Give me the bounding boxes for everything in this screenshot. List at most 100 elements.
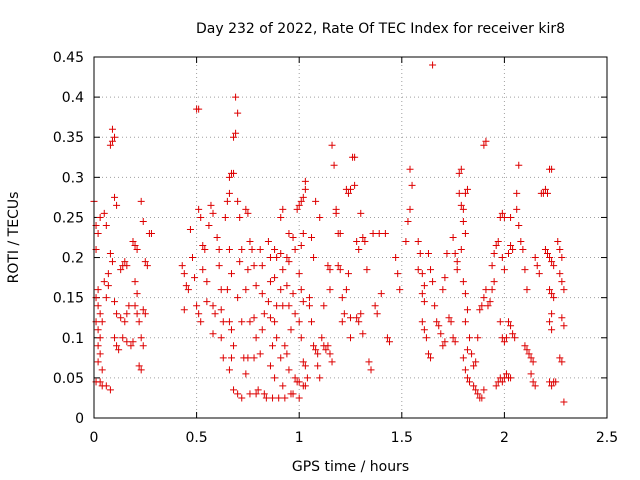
data-point <box>535 270 543 278</box>
data-point <box>515 161 523 169</box>
data-point <box>108 258 116 266</box>
data-point <box>230 342 238 350</box>
data-point <box>359 234 367 241</box>
data-point <box>115 346 123 354</box>
data-point <box>209 330 217 338</box>
data-point <box>264 238 272 246</box>
data-point <box>273 254 281 262</box>
data-point <box>104 282 112 290</box>
data-point <box>178 262 186 270</box>
data-point <box>548 326 556 334</box>
data-point <box>252 282 260 290</box>
data-point <box>455 189 463 197</box>
data-point <box>271 318 279 326</box>
data-point <box>236 258 244 266</box>
data-point <box>420 326 428 334</box>
data-point <box>133 246 141 254</box>
data-point <box>299 193 307 201</box>
data-point <box>141 310 149 318</box>
data-point <box>375 229 383 237</box>
data-point <box>457 246 465 254</box>
data-point <box>98 318 106 326</box>
data-point <box>94 302 102 310</box>
data-point <box>195 310 203 318</box>
y-tick-label: 0.4 <box>62 90 84 106</box>
data-point <box>359 330 367 338</box>
data-point <box>123 262 131 270</box>
data-point <box>201 246 209 254</box>
data-point <box>543 189 551 197</box>
data-point <box>463 185 471 193</box>
data-point <box>457 201 465 209</box>
x-tick-label: 0.5 <box>185 430 207 446</box>
data-point <box>461 366 469 374</box>
data-point <box>266 314 274 322</box>
data-point <box>135 318 143 326</box>
data-point <box>223 197 231 205</box>
data-point <box>420 282 428 290</box>
data-point <box>297 197 305 205</box>
y-tick-label: 0.25 <box>53 210 84 226</box>
data-point <box>546 318 554 326</box>
data-point <box>94 342 102 350</box>
data-point <box>342 286 350 294</box>
data-point <box>480 141 488 149</box>
data-point <box>197 213 205 221</box>
data-point <box>297 286 305 294</box>
data-point <box>472 358 480 366</box>
data-point <box>369 229 377 237</box>
data-point <box>230 169 238 177</box>
data-point <box>324 262 332 270</box>
data-point <box>558 254 566 262</box>
y-tick-label: 0 <box>75 411 84 427</box>
data-point <box>316 374 324 382</box>
data-point <box>498 378 506 386</box>
data-point <box>102 221 110 229</box>
data-point <box>244 266 252 274</box>
data-point <box>252 334 260 342</box>
data-point <box>330 161 338 169</box>
y-tick-label: 0.05 <box>53 371 84 387</box>
data-point <box>381 229 389 237</box>
data-point <box>347 314 354 322</box>
y-tick-label: 0.1 <box>62 331 84 347</box>
data-point <box>439 342 447 350</box>
data-point <box>283 282 291 290</box>
data-point <box>238 246 246 254</box>
data-point <box>258 262 266 270</box>
data-point <box>461 189 469 197</box>
data-point <box>301 177 309 185</box>
data-point <box>117 266 125 274</box>
data-point <box>550 262 558 270</box>
data-point <box>133 310 141 318</box>
data-point <box>424 350 432 358</box>
data-point <box>139 306 147 314</box>
data-point <box>285 229 293 237</box>
data-point <box>96 310 104 318</box>
data-point <box>461 229 469 237</box>
data-point <box>269 394 277 402</box>
data-point <box>439 286 447 294</box>
data-point <box>500 338 508 346</box>
data-point <box>478 302 486 310</box>
data-point <box>221 213 229 221</box>
data-point <box>507 213 515 221</box>
data-point <box>297 242 305 250</box>
data-point <box>453 258 461 266</box>
y-tick-label: 0.45 <box>53 50 84 66</box>
data-point <box>258 326 266 334</box>
data-point <box>246 390 254 398</box>
data-point <box>463 374 471 382</box>
data-point <box>260 390 268 398</box>
data-point <box>451 338 459 346</box>
data-point <box>250 262 258 270</box>
data-point <box>238 318 246 326</box>
data-point <box>191 274 199 282</box>
data-point <box>133 290 141 298</box>
data-point <box>180 270 188 278</box>
data-point <box>308 234 316 241</box>
data-point <box>186 225 194 233</box>
data-point <box>291 374 299 382</box>
data-point <box>182 282 190 290</box>
data-point <box>260 310 268 318</box>
